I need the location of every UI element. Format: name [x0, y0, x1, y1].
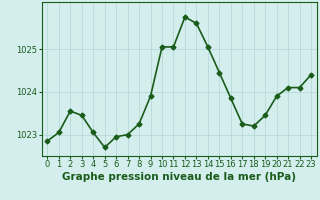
X-axis label: Graphe pression niveau de la mer (hPa): Graphe pression niveau de la mer (hPa) [62, 172, 296, 182]
